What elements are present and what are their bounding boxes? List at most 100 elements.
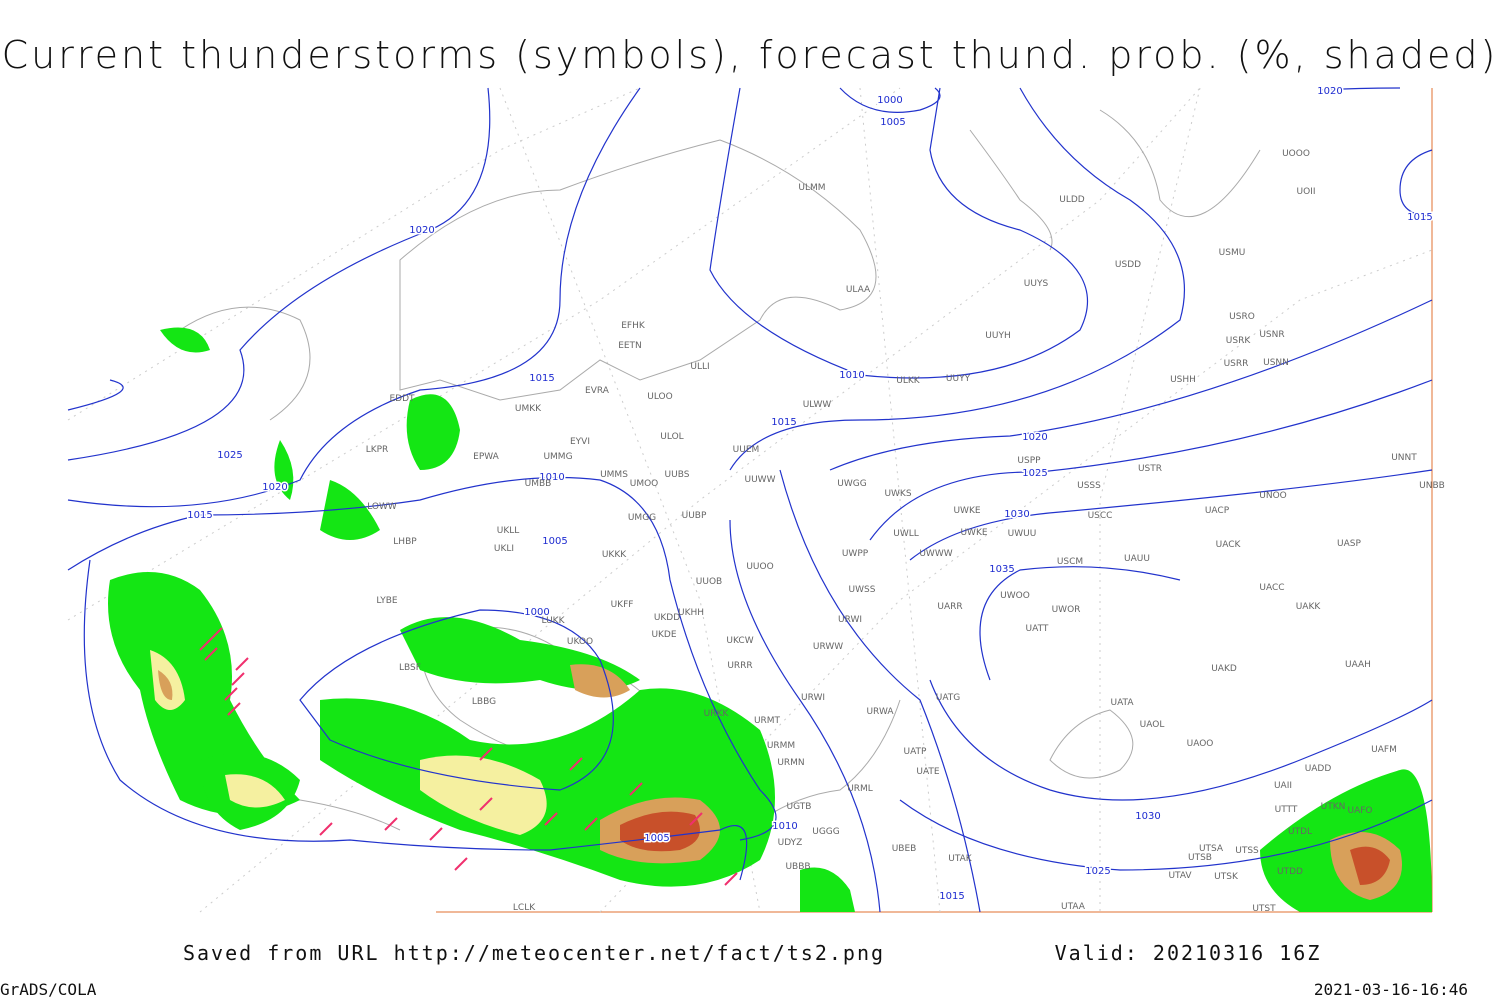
station-code: UAKK: [1296, 602, 1322, 612]
isobar-label: 1000: [877, 95, 902, 106]
station-code: USCM: [1057, 557, 1083, 567]
isobar-label: 1030: [1135, 811, 1160, 822]
station-code: ULWW: [803, 400, 832, 410]
station-code: ULOO: [647, 392, 672, 402]
station-code: UTSS: [1235, 846, 1259, 856]
station-code: LYBE: [376, 596, 397, 606]
station-code: UWPP: [842, 549, 869, 559]
station-code: UADD: [1305, 764, 1332, 774]
isobar-label: 1020: [1317, 86, 1342, 97]
station-code: EFHK: [621, 321, 646, 331]
station-code: USNR: [1259, 330, 1284, 340]
station-code: UGGG: [812, 827, 840, 837]
station-code: UTAV: [1168, 871, 1192, 881]
thunderstorm-symbols: [199, 627, 738, 886]
isobar-label: 1025: [217, 450, 242, 461]
station-code: UMBB: [525, 479, 552, 489]
station-code: UTAK: [948, 854, 973, 864]
station-code: USRK: [1226, 336, 1252, 346]
station-code: UKKK: [602, 550, 627, 560]
station-code: UWKE: [953, 506, 980, 516]
station-code: USNN: [1263, 358, 1289, 368]
valid-time: Valid: 20210316 16Z: [1055, 941, 1322, 965]
station-code: UUOO: [746, 562, 773, 572]
station-code: ULKK: [896, 376, 921, 386]
isobar-label: 1025: [1022, 468, 1047, 479]
station-code: UTTT: [1275, 805, 1298, 815]
station-code: UTST: [1252, 904, 1276, 914]
station-code: UUWW: [745, 475, 776, 485]
station-code: UMKK: [515, 404, 542, 414]
station-code: URWA: [866, 707, 894, 717]
software-credit: GrADS/COLA: [0, 980, 97, 999]
station-code: UTDD: [1277, 867, 1303, 877]
station-code: UMOO: [630, 479, 659, 489]
station-code: UKLL: [497, 526, 520, 536]
station-code: UAII: [1274, 781, 1292, 791]
station-code: EVRA: [585, 386, 610, 396]
station-code: UKOO: [567, 637, 593, 647]
station-code: ULOL: [660, 432, 683, 442]
station-code: UAAH: [1345, 660, 1371, 670]
station-code: UDYZ: [778, 838, 803, 848]
graticule: [67, 87, 1433, 913]
station-code: UBEB: [892, 844, 917, 854]
station-code: UKDE: [651, 630, 676, 640]
station-code: UACP: [1205, 506, 1230, 516]
station-code: USSS: [1077, 481, 1101, 491]
station-code: URWI: [838, 615, 862, 625]
station-code: URMT: [754, 716, 781, 726]
station-code: ULLI: [690, 362, 709, 372]
station-code: UTSA: [1199, 844, 1224, 854]
isobar-label: 1010: [772, 821, 797, 832]
station-code: UKDD: [654, 613, 680, 623]
station-code: ULAA: [846, 285, 871, 295]
station-code: USPP: [1017, 456, 1041, 466]
station-code: UATP: [904, 747, 928, 757]
station-code: UKHH: [678, 608, 704, 618]
station-code: UNNT: [1391, 453, 1417, 463]
station-code: UWUU: [1008, 529, 1037, 539]
station-code: UACC: [1259, 583, 1284, 593]
isobar-label: 1015: [939, 891, 964, 902]
station-code: LBBG: [472, 697, 496, 707]
station-code: URRR: [727, 661, 752, 671]
station-code: UOOO: [1282, 149, 1310, 159]
isobars: [67, 87, 1433, 913]
station-code: URWW: [813, 642, 843, 652]
station-code: UKCW: [726, 636, 753, 646]
station-code: USRO: [1229, 312, 1255, 322]
source-url: Saved from URL http://meteocenter.net/fa…: [183, 941, 885, 965]
isobar-label: 1035: [989, 564, 1014, 575]
station-code: URMN: [777, 758, 804, 768]
station-code: EYVI: [570, 437, 590, 447]
station-code: UUEM: [733, 445, 760, 455]
station-code: UMMG: [543, 452, 572, 462]
isobar-label: 1020: [409, 225, 434, 236]
station-code: UAOO: [1187, 739, 1214, 749]
isobar-label: 1030: [1004, 509, 1029, 520]
station-code: UWSS: [849, 585, 876, 595]
station-code: URKK: [704, 709, 730, 719]
station-code: UTAA: [1061, 902, 1086, 912]
station-code: URMM: [767, 741, 795, 751]
station-code: UWOR: [1052, 605, 1081, 615]
station-code: USMU: [1219, 248, 1246, 258]
isobar-label: 1000: [524, 607, 549, 618]
station-code: UUYS: [1024, 279, 1049, 289]
station-code: UWLL: [893, 529, 919, 539]
station-code: USCC: [1088, 511, 1113, 521]
station-code: UMMS: [600, 470, 628, 480]
station-code: USDD: [1115, 260, 1141, 270]
station-code: UOII: [1297, 187, 1316, 197]
station-code: UUYY: [946, 374, 971, 384]
station-code: UAFO: [1347, 806, 1372, 816]
station-code: UNBB: [1419, 481, 1445, 491]
station-code: LUKK: [542, 616, 566, 626]
station-code: UARR: [937, 602, 962, 612]
station-code: UATE: [916, 767, 940, 777]
isobar-label: 1020: [1022, 432, 1047, 443]
station-code: UWWW: [919, 549, 952, 559]
station-code: UGTB: [787, 802, 812, 812]
